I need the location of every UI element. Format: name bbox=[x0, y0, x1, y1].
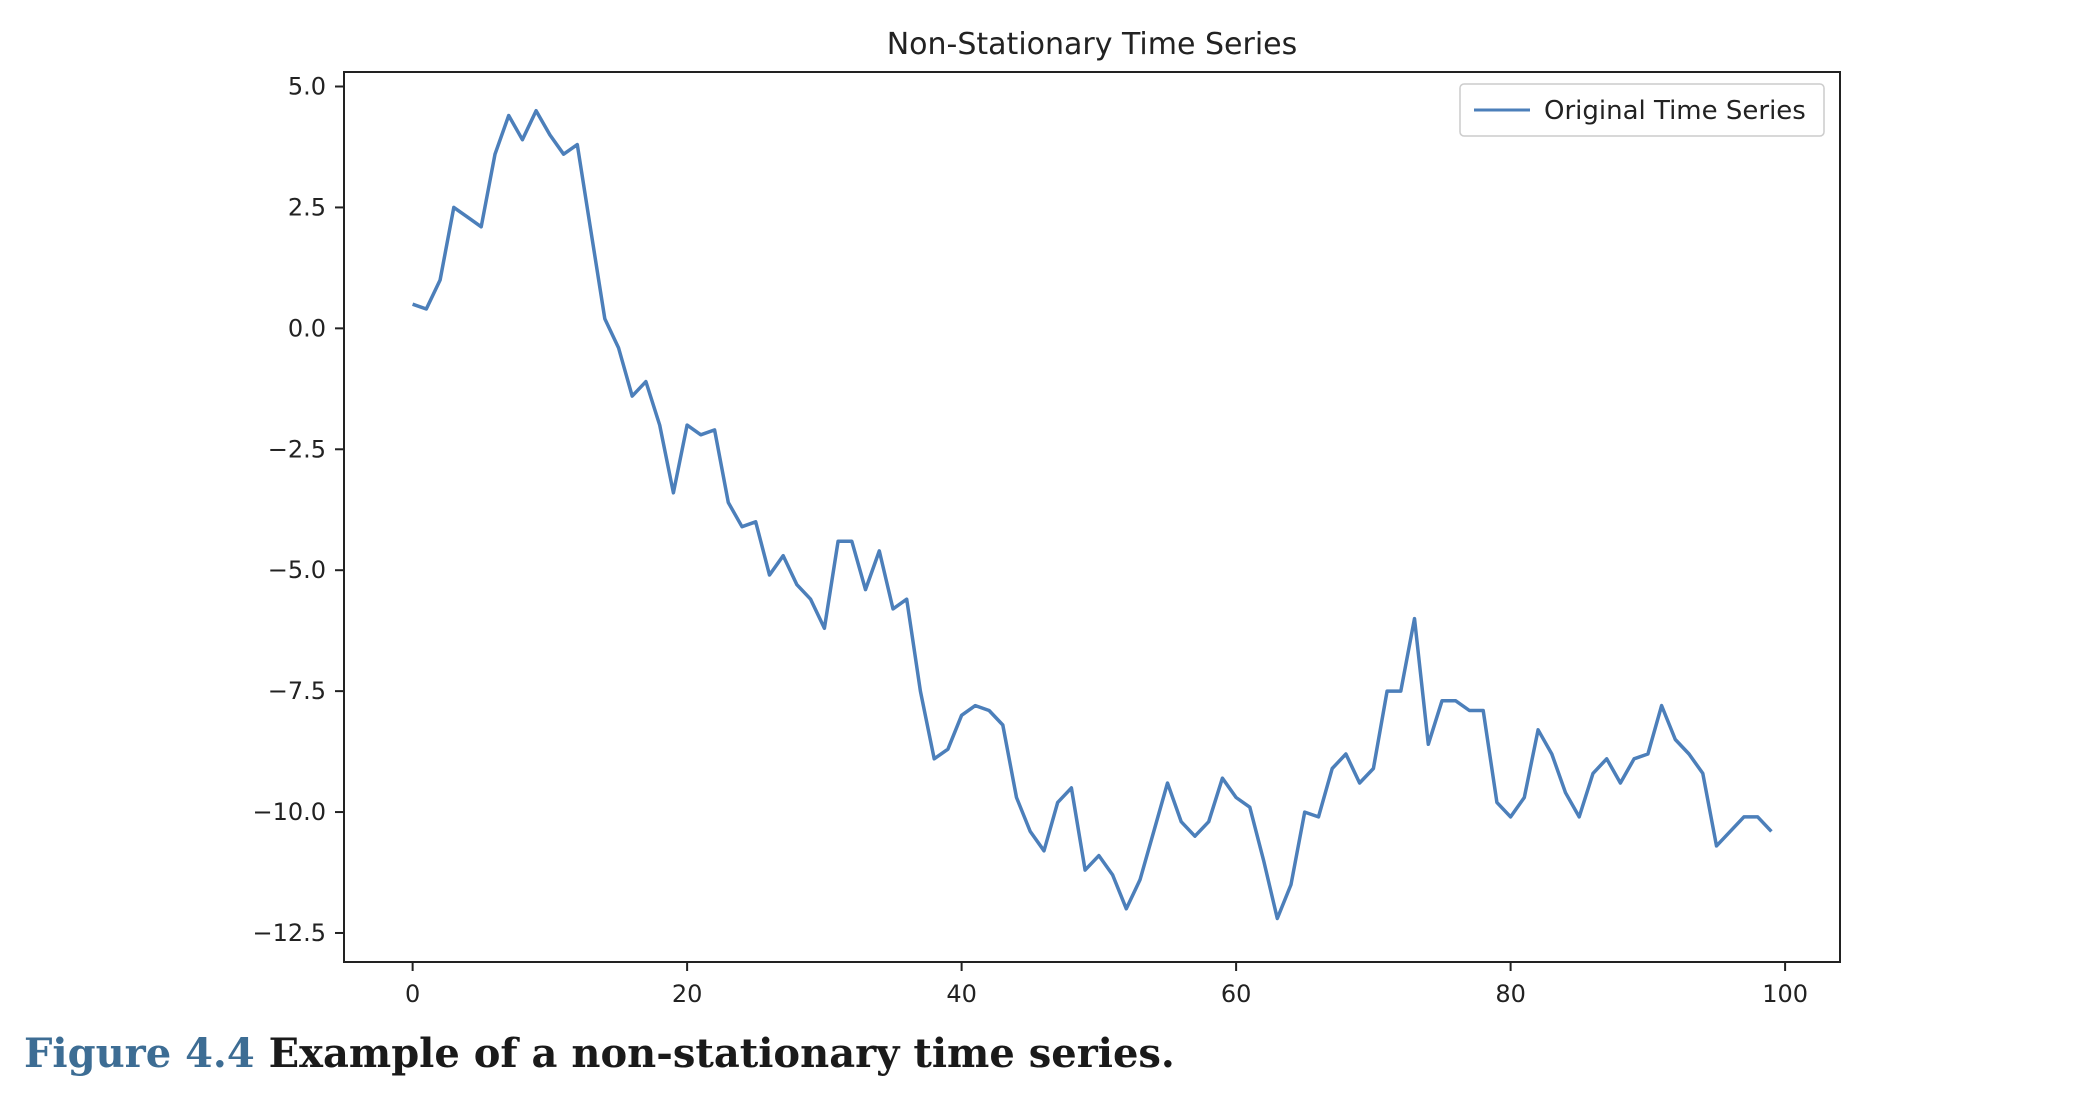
line-chart: Non-Stationary Time Series 0 20 40 60 80 100 … bbox=[252, 27, 1841, 1008]
plot-area bbox=[343, 71, 1841, 963]
y-tick-label: −5.0 bbox=[268, 556, 326, 584]
x-tick-label: 0 bbox=[405, 980, 420, 1008]
series-group bbox=[412, 108, 1773, 921]
x-tick-label: 20 bbox=[672, 980, 703, 1008]
y-tick-label: 2.5 bbox=[288, 193, 326, 221]
y-tick-label: −10.0 bbox=[252, 798, 326, 826]
x-tick-label: 100 bbox=[1762, 980, 1808, 1008]
y-tick-label: −2.5 bbox=[268, 435, 326, 463]
legend-label: Original Time Series bbox=[1544, 96, 1806, 126]
y-tick-label: −12.5 bbox=[252, 919, 326, 947]
y-tick-label: −7.5 bbox=[268, 677, 326, 705]
y-axis: 5.0 2.5 0.0 −2.5 −5.0 −7.5 −10.0 −12.5 bbox=[252, 73, 344, 947]
chart-title: Non-Stationary Time Series bbox=[887, 27, 1298, 62]
figure-caption-text: Example of a non-stationary time series. bbox=[268, 1030, 1175, 1077]
x-tick-label: 40 bbox=[946, 980, 977, 1008]
x-tick-label: 80 bbox=[1495, 980, 1526, 1008]
figure-caption: Figure 4.4 Example of a non-stationary t… bbox=[24, 1030, 1175, 1077]
x-axis: 0 20 40 60 80 100 bbox=[405, 962, 1808, 1008]
legend-box bbox=[1459, 83, 1825, 137]
y-tick-label: 5.0 bbox=[288, 73, 326, 101]
legend: Original Time Series bbox=[1459, 83, 1825, 137]
series-line bbox=[412, 108, 1773, 921]
y-tick-label: 0.0 bbox=[288, 314, 326, 342]
figure-label: Figure 4.4 bbox=[24, 1030, 255, 1077]
x-tick-label: 60 bbox=[1221, 980, 1252, 1008]
